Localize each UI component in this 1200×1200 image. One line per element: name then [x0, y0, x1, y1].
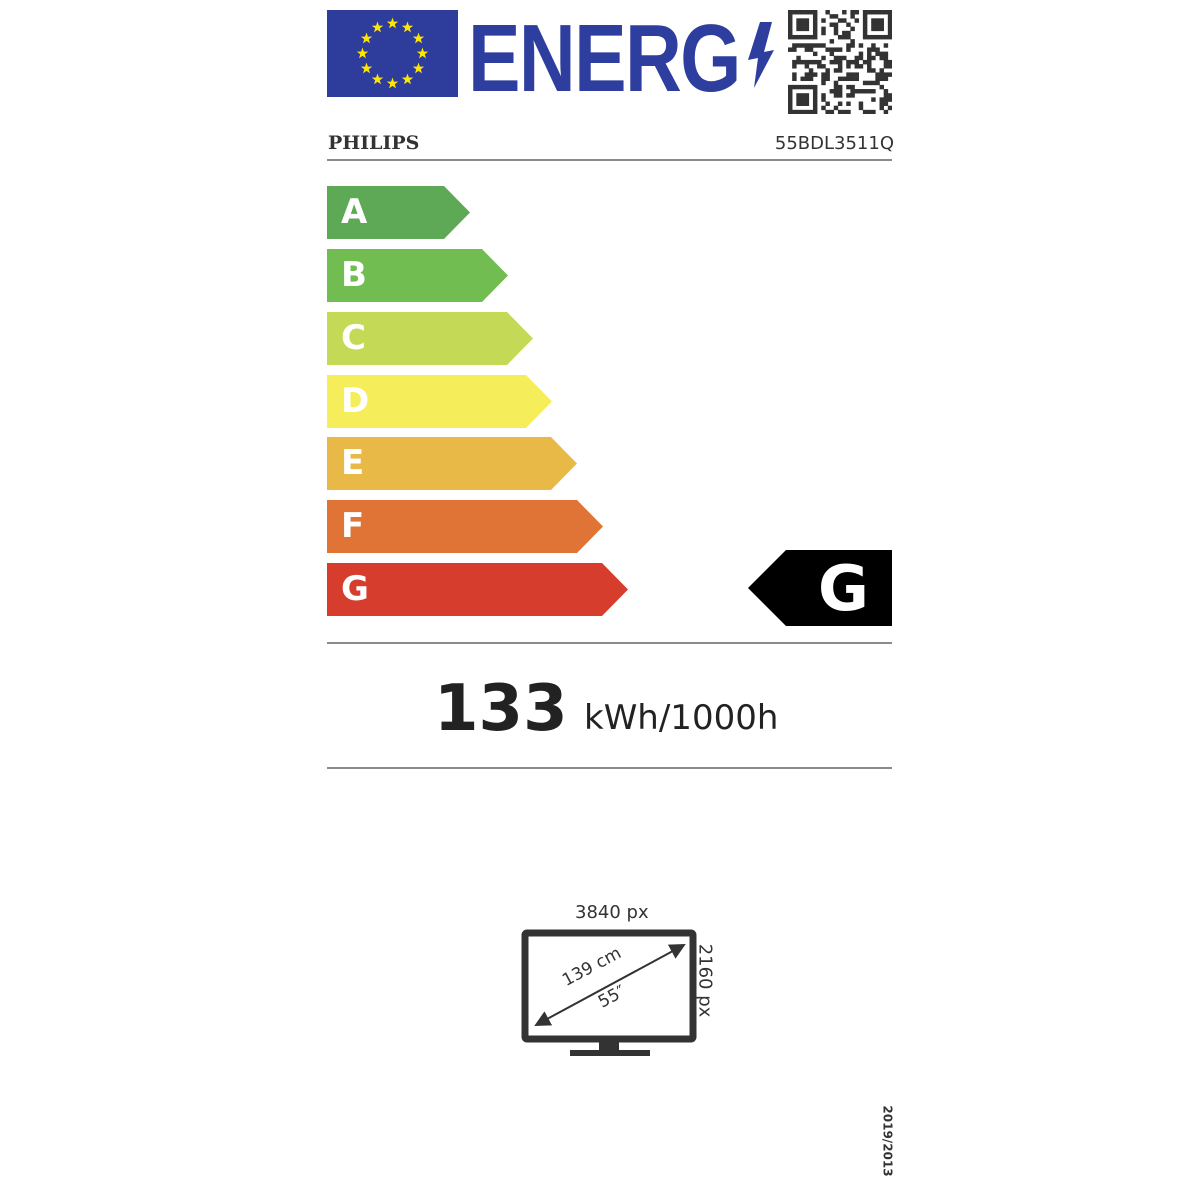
rating-class: G [818, 552, 869, 625]
energy-class-label: A [341, 192, 368, 232]
divider [327, 642, 892, 644]
energy-class-bar-e: E [327, 437, 577, 490]
star-icon [412, 32, 425, 44]
energy-class-label: E [341, 443, 365, 483]
star-icon [386, 77, 399, 89]
eu-flag-icon [327, 10, 458, 97]
energy-class-bar-f: F [327, 500, 603, 553]
horizontal-resolution: 3840 px [575, 902, 649, 923]
regulation-number: 2019/2013 [880, 1105, 895, 1177]
energy-class-bar-a: A [327, 186, 470, 239]
star-icon [401, 21, 414, 33]
consumption-unit: kWh/1000h [584, 698, 779, 738]
energy-class-label: G [341, 569, 369, 609]
energy-class-bar-d: D [327, 375, 552, 428]
energy-class-bar-c: C [327, 312, 533, 365]
star-icon [386, 17, 399, 29]
divider [327, 767, 892, 769]
energy-class-label: F [341, 506, 365, 546]
vertical-resolution: 2160 px [694, 943, 716, 1018]
energy-class-label: D [341, 381, 370, 421]
star-icon [412, 62, 425, 74]
qr-code-icon[interactable] [788, 10, 892, 114]
star-icon [371, 21, 384, 33]
star-icon [360, 32, 373, 44]
energy-logo-text: ENERG [468, 5, 741, 112]
star-icon [356, 47, 369, 59]
brand-name: PHILIPS [328, 132, 420, 154]
divider [327, 159, 892, 161]
energy-class-label: C [341, 318, 366, 358]
star-icon [371, 73, 384, 85]
model-number: 55BDL3511Q [774, 133, 894, 154]
star-icon [401, 73, 414, 85]
lightning-bolt-icon [748, 22, 774, 88]
energy-class-label: B [341, 255, 367, 295]
star-icon [360, 62, 373, 74]
energy-class-bar-g: G [327, 563, 628, 616]
energy-class-bar-b: B [327, 249, 508, 302]
rating-arrow [748, 550, 892, 626]
consumption-value: 133 [434, 672, 568, 746]
star-icon [416, 47, 429, 59]
tv-icon [521, 929, 697, 1056]
